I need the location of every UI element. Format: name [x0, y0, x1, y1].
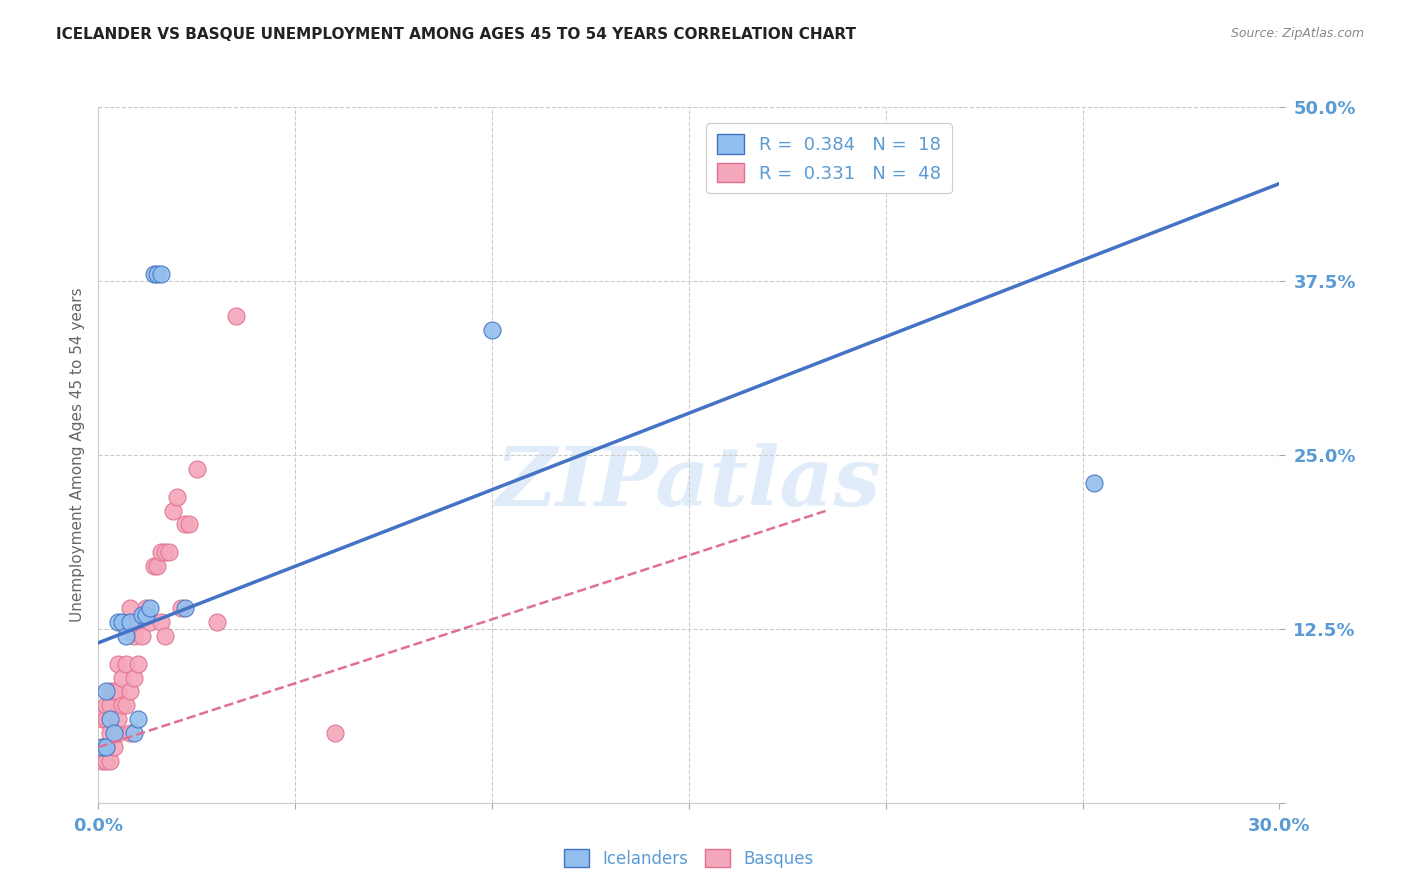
Point: [96, 754, 118, 768]
Point: [150, 615, 173, 629]
Point: [91, 740, 114, 755]
Point: [111, 698, 134, 713]
Point: [96, 684, 118, 698]
Y-axis label: Unemployment Among Ages 45 to 54 years: Unemployment Among Ages 45 to 54 years: [69, 287, 84, 623]
Point: [103, 684, 125, 698]
Text: Source: ZipAtlas.com: Source: ZipAtlas.com: [1230, 27, 1364, 40]
Point: [155, 545, 177, 559]
Point: [107, 684, 129, 698]
Point: [118, 601, 141, 615]
Point: [103, 726, 125, 740]
Legend: Icelanders, Basques: Icelanders, Basques: [558, 842, 820, 874]
Point: [107, 657, 129, 671]
Point: [118, 684, 141, 698]
Point: [107, 712, 129, 726]
Point: [111, 671, 134, 685]
Point: [98, 726, 121, 740]
Point: [323, 726, 346, 740]
Point: [146, 267, 169, 281]
Point: [122, 629, 145, 643]
Point: [150, 545, 173, 559]
Point: [170, 601, 193, 615]
Point: [127, 712, 149, 726]
Point: [174, 517, 197, 532]
Point: [96, 698, 118, 713]
Point: [115, 615, 138, 629]
Point: [98, 712, 121, 726]
Point: [186, 462, 208, 476]
Point: [91, 754, 114, 768]
Point: [107, 726, 129, 740]
Point: [127, 657, 149, 671]
Point: [91, 740, 114, 755]
Point: [115, 629, 138, 643]
Point: [131, 629, 153, 643]
Point: [177, 517, 200, 532]
Point: [96, 740, 118, 755]
Point: [142, 267, 165, 281]
Point: [98, 684, 121, 698]
Point: [146, 559, 169, 574]
Point: [1083, 475, 1105, 490]
Point: [122, 726, 145, 740]
Point: [103, 740, 125, 755]
Point: [98, 754, 121, 768]
Point: [138, 615, 160, 629]
Point: [96, 740, 118, 755]
Point: [225, 309, 247, 323]
Point: [205, 615, 228, 629]
Point: [91, 712, 114, 726]
Point: [155, 629, 177, 643]
Point: [138, 601, 160, 615]
Point: [162, 503, 184, 517]
Point: [157, 545, 180, 559]
Point: [111, 615, 134, 629]
Point: [122, 671, 145, 685]
Point: [96, 712, 118, 726]
Point: [115, 657, 138, 671]
Point: [150, 267, 173, 281]
Point: [131, 607, 153, 622]
Point: [135, 601, 157, 615]
Point: [127, 615, 149, 629]
Point: [118, 615, 141, 629]
Text: ICELANDER VS BASQUE UNEMPLOYMENT AMONG AGES 45 TO 54 YEARS CORRELATION CHART: ICELANDER VS BASQUE UNEMPLOYMENT AMONG A…: [56, 27, 856, 42]
Point: [174, 601, 197, 615]
Point: [481, 323, 503, 337]
Point: [118, 726, 141, 740]
Point: [135, 607, 157, 622]
Point: [98, 698, 121, 713]
Point: [115, 698, 138, 713]
Text: ZIPatlas: ZIPatlas: [496, 442, 882, 523]
Point: [166, 490, 188, 504]
Point: [142, 559, 165, 574]
Point: [107, 615, 129, 629]
